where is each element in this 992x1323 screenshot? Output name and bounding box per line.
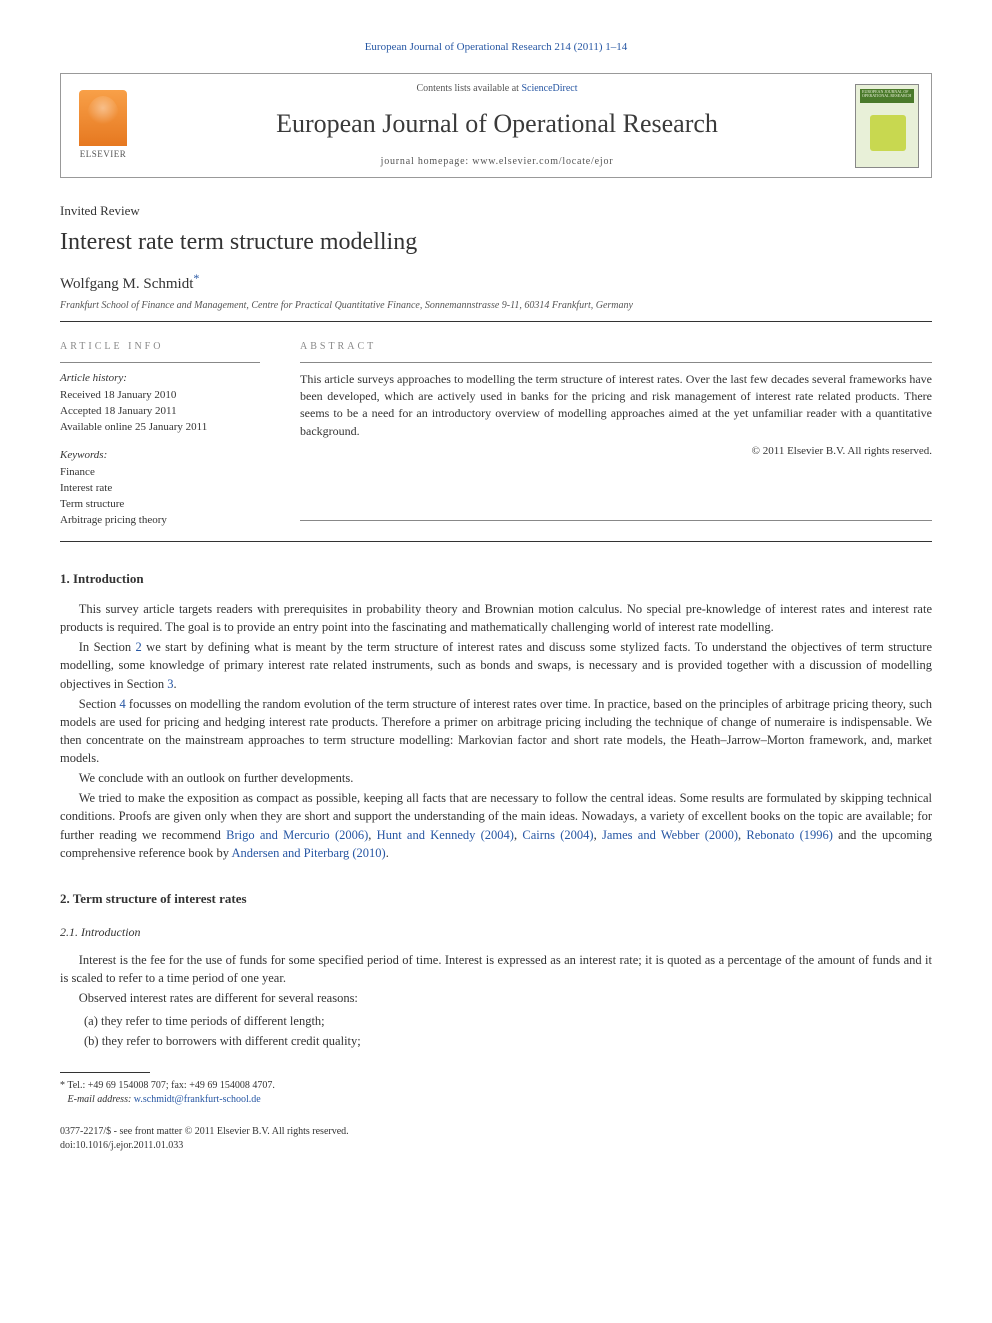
p-text: , bbox=[368, 828, 376, 842]
journal-homepage: journal homepage: www.elsevier.com/locat… bbox=[151, 155, 843, 169]
email-label: E-mail address: bbox=[68, 1094, 132, 1105]
p-text: . bbox=[386, 846, 389, 860]
citation-link[interactable]: Hunt and Kennedy (2004) bbox=[377, 828, 514, 842]
abstract-column: ABSTRACT This article surveys approaches… bbox=[300, 340, 932, 529]
info-rule bbox=[60, 362, 260, 363]
journal-cover-thumbnail: EUROPEAN JOURNAL OF OPERATIONAL RESEARCH bbox=[855, 84, 919, 168]
publisher-logo: ELSEVIER bbox=[73, 90, 133, 161]
citation-link[interactable]: James and Webber (2000) bbox=[602, 828, 738, 842]
article-title: Interest rate term structure modelling bbox=[60, 226, 932, 260]
sciencedirect-link[interactable]: ScienceDirect bbox=[521, 83, 577, 94]
corresponding-footnote: * Tel.: +49 69 154008 707; fax: +49 69 1… bbox=[60, 1079, 932, 1107]
history-label: Article history: bbox=[60, 371, 260, 386]
footnote-separator bbox=[60, 1072, 150, 1073]
article-info-column: ARTICLE INFO Article history: Received 1… bbox=[60, 340, 260, 529]
list-item: (a) they refer to time periods of differ… bbox=[84, 1013, 932, 1031]
footer-copyright: 0377-2217/$ - see front matter © 2011 El… bbox=[60, 1126, 349, 1137]
footnote-contact: Tel.: +49 69 154008 707; fax: +49 69 154… bbox=[67, 1080, 275, 1091]
meta-row: ARTICLE INFO Article history: Received 1… bbox=[60, 340, 932, 529]
p-text: focusses on modelling the random evoluti… bbox=[60, 697, 932, 765]
journal-header-box: ELSEVIER Contents lists available at Sci… bbox=[60, 73, 932, 177]
body-paragraph: Observed interest rates are different fo… bbox=[60, 989, 932, 1007]
section-2-1-head: 2.1. Introduction bbox=[60, 924, 932, 941]
abstract-head: ABSTRACT bbox=[300, 340, 932, 354]
author-corresponding-mark: * bbox=[193, 271, 199, 285]
body-paragraph: We tried to make the exposition as compa… bbox=[60, 789, 932, 862]
publisher-label: ELSEVIER bbox=[80, 148, 127, 161]
homepage-url[interactable]: www.elsevier.com/locate/ejor bbox=[472, 156, 613, 167]
body-paragraph: Section 4 focusses on modelling the rand… bbox=[60, 695, 932, 768]
footer-doi: doi:10.1016/j.ejor.2011.01.033 bbox=[60, 1140, 183, 1151]
citation-link[interactable]: Cairns (2004) bbox=[522, 828, 593, 842]
journal-name: European Journal of Operational Research bbox=[151, 106, 843, 142]
cover-thumb-text: EUROPEAN JOURNAL OF OPERATIONAL RESEARCH bbox=[862, 90, 918, 99]
keyword-item: Term structure bbox=[60, 497, 260, 513]
abstract-rule bbox=[300, 362, 932, 363]
footnote-mark: * bbox=[60, 1080, 65, 1091]
body-paragraph: In Section 2 we start by defining what i… bbox=[60, 638, 932, 692]
contents-line: Contents lists available at ScienceDirec… bbox=[151, 82, 843, 96]
footer-block: 0377-2217/$ - see front matter © 2011 El… bbox=[60, 1125, 932, 1152]
homepage-prefix: journal homepage: bbox=[381, 156, 473, 167]
keyword-item: Interest rate bbox=[60, 481, 260, 497]
contents-prefix: Contents lists available at bbox=[416, 83, 521, 94]
history-item: Available online 25 January 2011 bbox=[60, 420, 260, 436]
body-paragraph: We conclude with an outlook on further d… bbox=[60, 769, 932, 787]
keyword-item: Arbitrage pricing theory bbox=[60, 513, 260, 529]
abstract-copyright: © 2011 Elsevier B.V. All rights reserved… bbox=[300, 444, 932, 459]
citation-link[interactable]: Andersen and Piterbarg (2010) bbox=[231, 846, 385, 860]
author-name: Wolfgang M. Schmidt bbox=[60, 276, 193, 292]
email-link[interactable]: w.schmidt@frankfurt-school.de bbox=[134, 1094, 261, 1105]
article-type: Invited Review bbox=[60, 202, 932, 220]
p-text: . bbox=[174, 677, 177, 691]
author-affiliation: Frankfurt School of Finance and Manageme… bbox=[60, 299, 932, 313]
body-paragraph: Interest is the fee for the use of funds… bbox=[60, 951, 932, 987]
rule-divider bbox=[60, 321, 932, 322]
author-line: Wolfgang M. Schmidt* bbox=[60, 270, 932, 295]
citation-link[interactable]: Brigo and Mercurio (2006) bbox=[226, 828, 368, 842]
p-text: , bbox=[594, 828, 602, 842]
body-paragraph: This survey article targets readers with… bbox=[60, 600, 932, 636]
abstract-text: This article surveys approaches to model… bbox=[300, 371, 932, 441]
journal-center-block: Contents lists available at ScienceDirec… bbox=[151, 82, 843, 168]
citation-link[interactable]: Rebonato (1996) bbox=[746, 828, 833, 842]
p-text: In Section bbox=[79, 640, 136, 654]
header-citation: European Journal of Operational Research… bbox=[60, 40, 932, 55]
keyword-item: Finance bbox=[60, 465, 260, 481]
article-info-head: ARTICLE INFO bbox=[60, 340, 260, 354]
section-1-head: 1. Introduction bbox=[60, 570, 932, 588]
p-text: Section bbox=[79, 697, 120, 711]
section-2-head: 2. Term structure of interest rates bbox=[60, 890, 932, 908]
history-item: Received 18 January 2010 bbox=[60, 388, 260, 404]
p-text: we start by defining what is meant by th… bbox=[60, 640, 932, 690]
elsevier-tree-icon bbox=[79, 90, 127, 146]
history-item: Accepted 18 January 2011 bbox=[60, 404, 260, 420]
rule-divider bbox=[60, 541, 932, 542]
reason-list: (a) they refer to time periods of differ… bbox=[84, 1013, 932, 1050]
abstract-bottom-rule bbox=[300, 520, 932, 521]
keywords-label: Keywords: bbox=[60, 448, 260, 463]
list-item: (b) they refer to borrowers with differe… bbox=[84, 1033, 932, 1051]
